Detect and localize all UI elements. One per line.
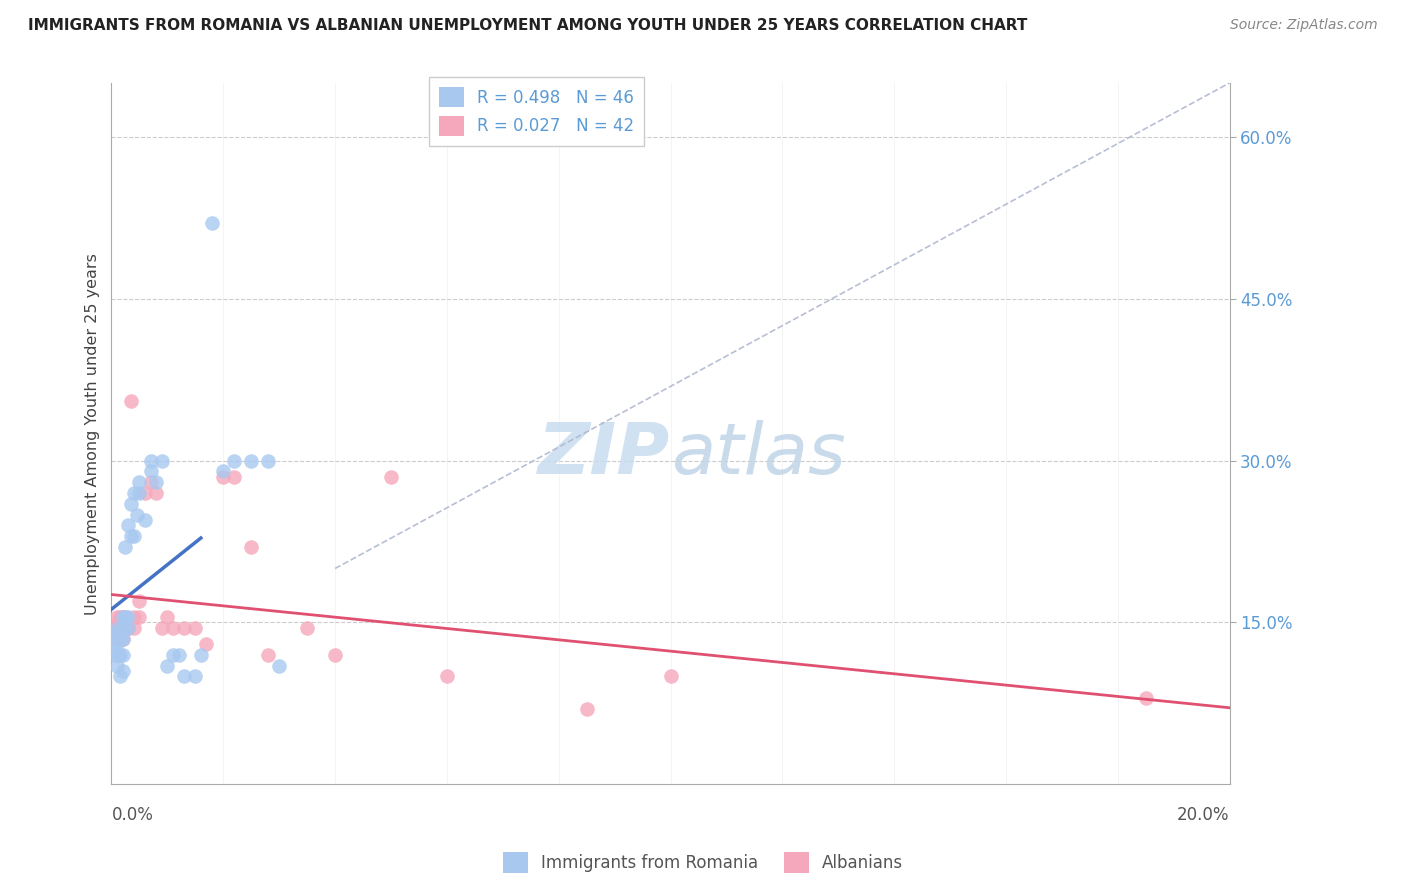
Point	[107, 648, 129, 662]
Y-axis label: Unemployment Among Youth under 25 years: Unemployment Among Youth under 25 years	[86, 252, 100, 615]
Point	[103, 621, 125, 635]
Point	[257, 453, 280, 467]
Point	[184, 669, 207, 683]
Point	[1135, 691, 1157, 706]
Point	[108, 648, 131, 662]
Point	[139, 453, 162, 467]
Point	[104, 632, 127, 646]
Point	[114, 610, 136, 624]
Point	[117, 621, 139, 635]
Point	[162, 621, 184, 635]
Point	[134, 513, 156, 527]
Point	[107, 615, 129, 630]
Point	[120, 497, 142, 511]
Point	[156, 610, 179, 624]
Point	[111, 664, 134, 678]
Point	[128, 610, 150, 624]
Point	[114, 610, 136, 624]
Text: 20.0%: 20.0%	[1177, 806, 1230, 824]
Point	[104, 626, 127, 640]
Point	[436, 669, 458, 683]
Point	[167, 648, 190, 662]
Point	[173, 669, 195, 683]
Point	[575, 702, 598, 716]
Point	[269, 658, 291, 673]
Point	[139, 475, 162, 490]
Point	[184, 621, 207, 635]
Point	[120, 394, 142, 409]
Point	[112, 621, 135, 635]
Point	[105, 610, 128, 624]
Point	[156, 658, 179, 673]
Point	[105, 658, 128, 673]
Point	[122, 610, 145, 624]
Point	[111, 632, 134, 646]
Point	[224, 453, 246, 467]
Point	[108, 632, 131, 646]
Point	[125, 508, 148, 522]
Point	[117, 518, 139, 533]
Point	[114, 540, 136, 554]
Point	[139, 464, 162, 478]
Text: IMMIGRANTS FROM ROMANIA VS ALBANIAN UNEMPLOYMENT AMONG YOUTH UNDER 25 YEARS CORR: IMMIGRANTS FROM ROMANIA VS ALBANIAN UNEM…	[28, 18, 1028, 33]
Point	[145, 475, 167, 490]
Point	[122, 486, 145, 500]
Point	[122, 529, 145, 543]
Point	[108, 621, 131, 635]
Point	[212, 469, 235, 483]
Point	[105, 621, 128, 635]
Point	[122, 621, 145, 635]
Point	[128, 475, 150, 490]
Point	[117, 621, 139, 635]
Point	[105, 637, 128, 651]
Point	[257, 648, 280, 662]
Point	[128, 486, 150, 500]
Point	[111, 610, 134, 624]
Point	[103, 637, 125, 651]
Point	[107, 626, 129, 640]
Legend: R = 0.498   N = 46, R = 0.027   N = 42: R = 0.498 N = 46, R = 0.027 N = 42	[429, 77, 644, 146]
Point	[117, 610, 139, 624]
Point	[173, 621, 195, 635]
Point	[120, 529, 142, 543]
Point	[105, 626, 128, 640]
Point	[240, 540, 263, 554]
Point	[659, 669, 682, 683]
Point	[111, 632, 134, 646]
Point	[111, 610, 134, 624]
Point	[195, 637, 218, 651]
Text: 0.0%: 0.0%	[111, 806, 153, 824]
Point	[104, 648, 127, 662]
Text: atlas: atlas	[671, 420, 845, 489]
Point	[108, 610, 131, 624]
Point	[108, 669, 131, 683]
Point	[150, 621, 173, 635]
Point	[110, 615, 132, 630]
Point	[201, 216, 224, 230]
Text: Source: ZipAtlas.com: Source: ZipAtlas.com	[1230, 18, 1378, 32]
Point	[112, 610, 135, 624]
Point	[107, 621, 129, 635]
Point	[295, 621, 318, 635]
Legend: Immigrants from Romania, Albanians: Immigrants from Romania, Albanians	[496, 846, 910, 880]
Point	[111, 621, 134, 635]
Text: ZIP: ZIP	[538, 420, 671, 489]
Point	[150, 453, 173, 467]
Point	[145, 486, 167, 500]
Point	[323, 648, 346, 662]
Point	[110, 626, 132, 640]
Point	[117, 621, 139, 635]
Point	[224, 469, 246, 483]
Point	[134, 486, 156, 500]
Point	[240, 453, 263, 467]
Point	[162, 648, 184, 662]
Point	[111, 648, 134, 662]
Point	[104, 626, 127, 640]
Point	[128, 594, 150, 608]
Point	[212, 464, 235, 478]
Point	[190, 648, 212, 662]
Point	[380, 469, 402, 483]
